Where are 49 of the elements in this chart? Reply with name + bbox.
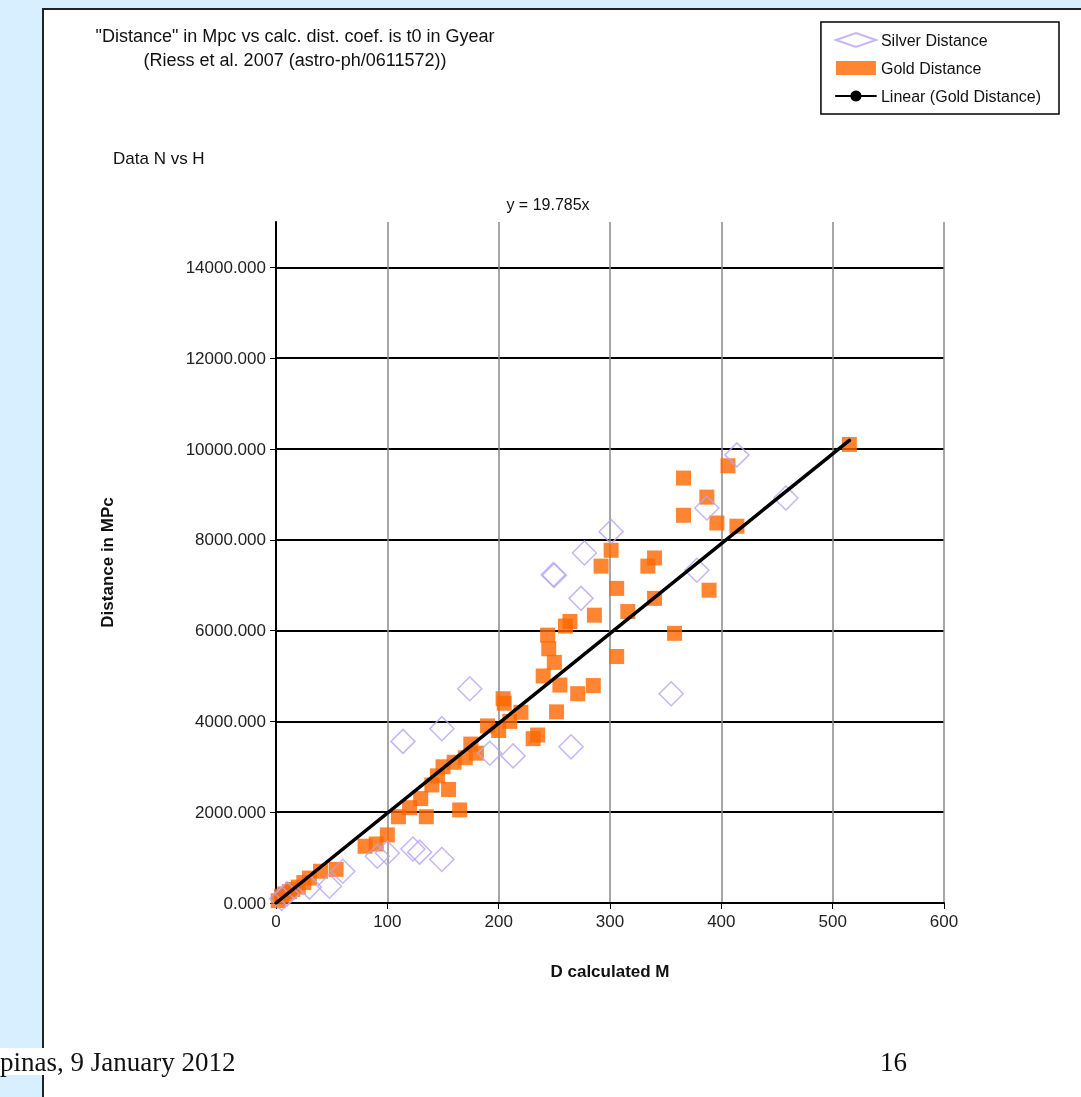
x-axis-title: D calculated M bbox=[550, 962, 670, 981]
y-tick-label: 12000.000 bbox=[185, 348, 266, 368]
legend-label: Silver Distance bbox=[880, 31, 988, 49]
chart-title: "Distance" in Mpc vs calc. dist. coef. is t0 in Gyear bbox=[95, 26, 495, 46]
y-axis-title: Distance in MPc bbox=[98, 497, 117, 628]
x-tick-label: 600 bbox=[929, 912, 959, 931]
point bbox=[773, 485, 799, 511]
y-tick-label: 10000.000 bbox=[185, 439, 266, 459]
point bbox=[316, 873, 343, 899]
x-tick-label: 100 bbox=[373, 912, 402, 931]
point bbox=[694, 495, 720, 521]
x-tick-label: 0 bbox=[271, 912, 281, 931]
y-tick-label: 0.000 bbox=[223, 893, 266, 913]
point bbox=[390, 728, 416, 755]
point bbox=[374, 840, 401, 866]
point bbox=[724, 442, 750, 468]
chart-subtitle: (Riess et al. 2007 (astro-ph/0611572)) bbox=[143, 50, 447, 70]
x-tick-label: 200 bbox=[484, 912, 513, 931]
point bbox=[268, 885, 295, 912]
legend-label: Linear (Gold Distance) bbox=[880, 87, 1042, 105]
point bbox=[429, 715, 455, 742]
x-tick-label: 300 bbox=[595, 912, 625, 931]
point bbox=[684, 557, 710, 583]
point bbox=[658, 680, 684, 707]
text: Data N vs H bbox=[113, 149, 205, 168]
text: y = 19.785x bbox=[506, 195, 590, 213]
point bbox=[568, 585, 594, 612]
y-tick-label: 14000.000 bbox=[185, 257, 266, 277]
point bbox=[558, 734, 584, 760]
x-tick-label: 400 bbox=[707, 912, 736, 931]
legend-label: Gold Distance bbox=[880, 59, 982, 77]
point bbox=[429, 846, 455, 873]
x-tick-label: 500 bbox=[818, 912, 847, 931]
point bbox=[456, 675, 483, 702]
point bbox=[598, 518, 624, 545]
point bbox=[274, 881, 300, 907]
point bbox=[400, 836, 426, 862]
y-tick-label: 4000.000 bbox=[195, 711, 266, 731]
point bbox=[477, 740, 503, 766]
point bbox=[330, 858, 356, 884]
y-tick-label: 6000.000 bbox=[195, 621, 266, 641]
point bbox=[406, 839, 433, 865]
text: pinas, 9 January 2012 bbox=[0, 1046, 236, 1077]
y-tick-label: 8000.000 bbox=[195, 530, 266, 550]
point bbox=[500, 743, 526, 769]
text: 16 bbox=[880, 1046, 907, 1077]
y-tick-label: 2000.000 bbox=[195, 802, 266, 822]
point bbox=[364, 843, 391, 869]
point bbox=[571, 540, 598, 566]
